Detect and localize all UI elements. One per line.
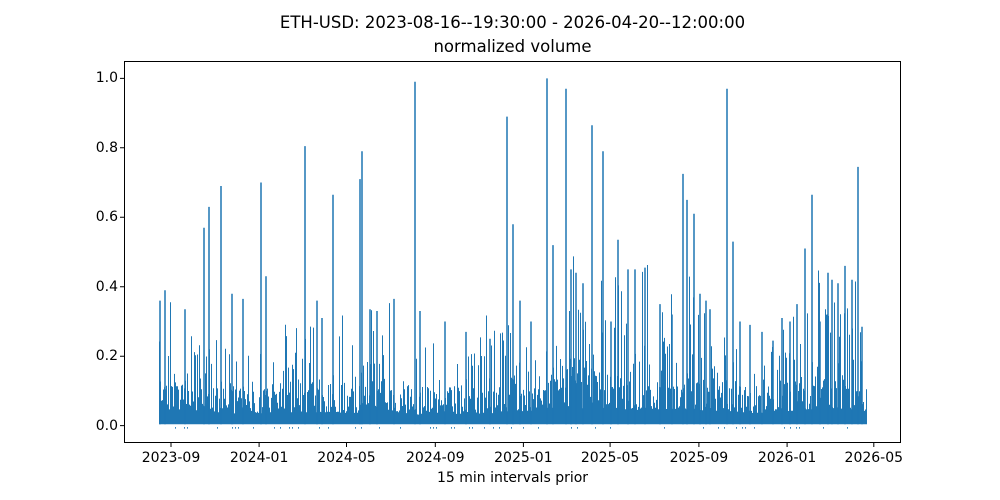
x-tick-label: 2025-01 (494, 450, 553, 466)
x-tick-label: 2026-01 (757, 450, 817, 466)
x-tick-label: 2025-09 (669, 450, 729, 466)
x-axis-label: 15 min intervals prior (436, 470, 589, 486)
y-tick-label: 0.2 (95, 348, 118, 365)
y-tick-label: 0.0 (95, 417, 118, 434)
axes-frame (124, 61, 901, 443)
tick-marks (120, 77, 875, 447)
y-tick-label: 1.0 (95, 70, 118, 87)
x-tick-label: 2026-05 (844, 450, 904, 466)
x-tick-label: 2025-05 (580, 450, 640, 466)
x-tick-label: 2024-01 (229, 450, 289, 466)
chart-title-line2: normalized volume (433, 36, 592, 56)
y-tick-label: 0.4 (95, 278, 118, 295)
x-tick-label: 2024-05 (317, 450, 376, 466)
volume-series-peaks (159, 78, 863, 425)
y-tick-label: 0.6 (95, 209, 118, 226)
x-tick-label: 2024-09 (406, 450, 465, 466)
chart-title: ETH-USD: 2023-08-16--19:30:00 - 2026-04-… (124, 11, 901, 59)
y-tick-label: 0.8 (95, 139, 118, 156)
chart-title-line1: ETH-USD: 2023-08-16--19:30:00 - 2026-04-… (279, 13, 746, 32)
volume-series-minima-dots (175, 427, 848, 429)
plot-area (120, 61, 901, 447)
x-tick-label: 2023-09 (141, 450, 201, 466)
